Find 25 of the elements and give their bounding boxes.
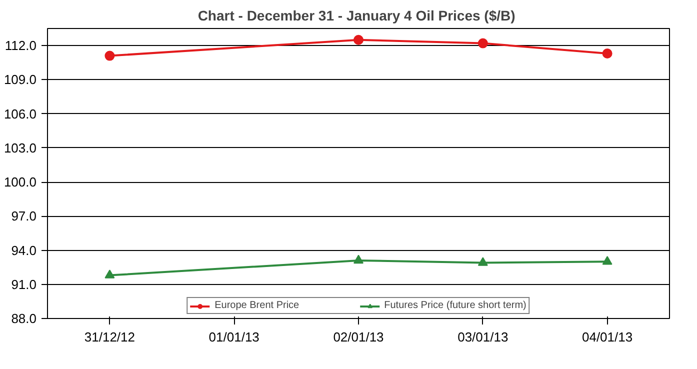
y-tick-label: 103.0	[4, 140, 37, 156]
x-tick-label: 31/12/12	[84, 330, 136, 344]
point	[354, 34, 364, 45]
point	[602, 48, 612, 59]
y-tick-label: 112.0	[4, 38, 37, 54]
point	[478, 257, 488, 266]
y-tick-label: 88.0	[11, 311, 37, 326]
x-tick-label: 04/01/13	[582, 330, 633, 344]
point	[104, 50, 115, 61]
y-tick-label: 91.0	[11, 276, 37, 292]
legend-label: Europe Brent Price	[214, 300, 300, 311]
x-tick-label: 03/01/13	[458, 330, 508, 344]
y-tick-label: 109.0	[4, 72, 37, 88]
y-tick-label: 100.0	[4, 174, 37, 190]
point	[602, 256, 612, 265]
point	[104, 270, 115, 278]
legend-label: Futures Price (future short term)	[384, 300, 526, 311]
y-tick-label: 97.0	[11, 208, 37, 224]
y-tick-label: 94.0	[11, 242, 37, 258]
chart-title: Chart - December 31 - January 4 Oil Prices ($/B)	[198, 8, 516, 24]
y-tick-label: 106.0	[4, 106, 37, 122]
x-tick-label: 01/01/13	[208, 330, 260, 344]
point	[478, 38, 488, 48]
point	[354, 254, 364, 264]
x-tick-label: 02/01/13	[333, 330, 384, 344]
